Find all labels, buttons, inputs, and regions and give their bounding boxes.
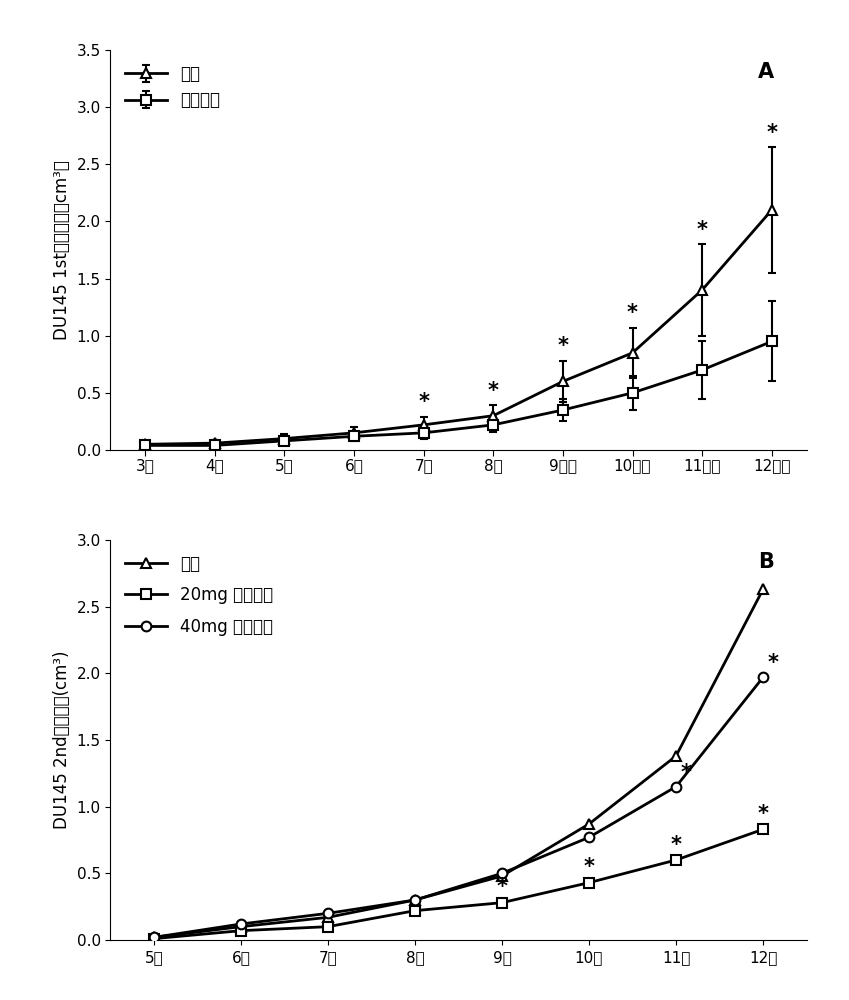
Text: *: * <box>681 763 692 783</box>
Text: *: * <box>419 392 429 412</box>
Line: 20mg 硫磺处理: 20mg 硫磺处理 <box>149 824 767 944</box>
Text: *: * <box>583 857 594 877</box>
20mg 硫磺处理 <box>758 823 768 835</box>
40mg 硫磺处理 <box>236 918 246 930</box>
40mg 硫磺处理 <box>758 671 768 683</box>
Text: *: * <box>757 804 768 824</box>
Text: 药: 药 <box>698 562 706 577</box>
Y-axis label: DU145 1st肿瘾体积（cm³）: DU145 1st肿瘾体积（cm³） <box>53 160 70 340</box>
对照 <box>323 911 333 923</box>
20mg 硫磺处理 <box>149 933 159 945</box>
Text: 药: 药 <box>767 562 776 577</box>
对照 <box>584 818 594 830</box>
40mg 硫磺处理 <box>497 867 507 879</box>
40mg 硫磺处理 <box>671 781 681 793</box>
Text: B: B <box>758 552 773 572</box>
20mg 硫磺处理 <box>671 854 681 866</box>
对照 <box>410 894 420 906</box>
Text: *: * <box>697 220 707 240</box>
Text: A: A <box>758 62 774 82</box>
Text: *: * <box>558 336 568 356</box>
40mg 硫磺处理 <box>584 831 594 843</box>
Y-axis label: DU145 2nd肿瘾体积(cm³): DU145 2nd肿瘾体积(cm³) <box>53 651 70 829</box>
Line: 40mg 硫磺处理: 40mg 硫磺处理 <box>149 672 767 942</box>
40mg 硫磺处理 <box>410 894 420 906</box>
20mg 硫磺处理 <box>584 877 594 889</box>
Text: *: * <box>768 653 779 673</box>
40mg 硫磺处理 <box>323 907 333 919</box>
40mg 硫磺处理 <box>149 931 159 943</box>
Text: 药: 药 <box>559 562 567 577</box>
Legend: 对照, 硫磺处理: 对照, 硫磺处理 <box>119 58 227 116</box>
20mg 硫磺处理 <box>410 905 420 917</box>
Text: *: * <box>671 835 682 855</box>
对照 <box>149 931 159 943</box>
20mg 硫磺处理 <box>323 921 333 933</box>
对照 <box>497 870 507 882</box>
对照 <box>671 750 681 762</box>
Text: *: * <box>627 303 638 323</box>
Legend: 对照, 20mg 硫磺处理, 40mg 硫磺处理: 对照, 20mg 硫磺处理, 40mg 硫磺处理 <box>119 548 280 642</box>
20mg 硫磺处理 <box>236 925 246 937</box>
Text: 药: 药 <box>628 562 637 577</box>
对照 <box>236 921 246 933</box>
20mg 硫磺处理 <box>497 897 507 909</box>
Line: 对照: 对照 <box>149 584 767 942</box>
对照 <box>758 583 768 595</box>
Text: *: * <box>497 877 508 897</box>
Text: *: * <box>767 123 777 143</box>
Text: *: * <box>488 381 498 401</box>
